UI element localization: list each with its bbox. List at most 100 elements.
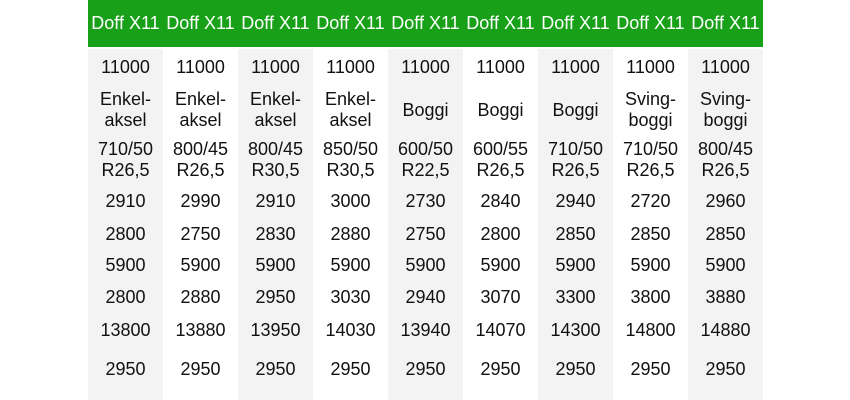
column-body: 11000 Boggi 710/50 R26,5 2940 2850 5900 … — [538, 49, 613, 400]
cell-axle-type: Boggi — [552, 99, 599, 120]
cell-value: 5900 — [705, 255, 746, 275]
cell-value: 14800 — [625, 319, 676, 340]
cell-value: 3800 — [630, 286, 671, 307]
column-header-label: Doff X11 — [166, 13, 235, 33]
cell-value: 3070 — [480, 286, 521, 307]
cell-tire-size: 600/50 R22,5 — [397, 139, 454, 180]
column-header-label: Doff X11 — [316, 13, 385, 33]
cell-value: 2850 — [705, 223, 746, 244]
cell-tire-size: 800/45 R26,5 — [697, 139, 754, 180]
column-body: 11000 Enkel- aksel 800/45 R30,5 2910 283… — [238, 49, 313, 400]
table-column: Doff X11 11000 Enkel- aksel 710/50 R26,5… — [88, 0, 163, 400]
cell-tire-size: 800/45 R30,5 — [247, 139, 304, 180]
cell-value: 5900 — [555, 255, 596, 275]
column-header-label: Doff X11 — [466, 13, 535, 33]
cell-value: 2850 — [555, 223, 596, 244]
cell-capacity: 11000 — [701, 56, 750, 77]
cell-value: 2850 — [630, 223, 671, 244]
cell-axle-type: Enkel- aksel — [174, 89, 227, 130]
cell-value: 2750 — [180, 223, 221, 244]
cell-value: 2910 — [105, 191, 146, 211]
cell-capacity: 11000 — [251, 56, 300, 77]
cell-value: 2730 — [405, 191, 446, 211]
cell-value: 2950 — [405, 358, 446, 379]
cell-axle-type: Boggi — [402, 99, 449, 120]
cell-axle-type: Sving- boggi — [699, 89, 752, 130]
cell-value: 5900 — [480, 255, 521, 275]
cell-value: 2950 — [705, 358, 746, 379]
cell-value: 5900 — [105, 255, 146, 275]
table-column: Doff X11 11000 Boggi 600/50 R22,5 2730 2… — [388, 0, 463, 400]
cell-value: 2840 — [480, 191, 521, 211]
cell-value: 2800 — [105, 286, 146, 307]
cell-tire-size: 710/50 R26,5 — [622, 139, 679, 180]
table-column: Doff X11 11000 Enkel- aksel 800/45 R30,5… — [238, 0, 313, 400]
column-header: Doff X11 — [313, 0, 388, 47]
cell-value: 2950 — [480, 358, 521, 379]
cell-value: 2800 — [480, 223, 521, 244]
cell-axle-type: Enkel- aksel — [324, 89, 377, 130]
cell-value: 13940 — [400, 319, 451, 340]
cell-value: 3880 — [705, 286, 746, 307]
column-header-label: Doff X11 — [91, 13, 160, 33]
column-header-label: Doff X11 — [691, 13, 760, 33]
cell-value: 5900 — [405, 255, 446, 275]
table-column: Doff X11 11000 Boggi 710/50 R26,5 2940 2… — [538, 0, 613, 400]
cell-value: 14070 — [475, 319, 526, 340]
cell-value: 2960 — [705, 191, 746, 211]
column-body: 11000 Sving- boggi 710/50 R26,5 2720 285… — [613, 49, 688, 400]
column-header: Doff X11 — [88, 0, 163, 47]
table-column: Doff X11 11000 Sving- boggi 800/45 R26,5… — [688, 0, 763, 400]
cell-value: 2990 — [180, 191, 221, 211]
cell-value: 2940 — [555, 191, 596, 211]
column-body: 11000 Sving- boggi 800/45 R26,5 2960 285… — [688, 49, 763, 400]
cell-value: 3300 — [555, 286, 596, 307]
cell-value: 2950 — [555, 358, 596, 379]
table-column: Doff X11 11000 Enkel- aksel 800/45 R26,5… — [163, 0, 238, 400]
table-column: Doff X11 11000 Sving- boggi 710/50 R26,5… — [613, 0, 688, 400]
cell-value: 2950 — [180, 358, 221, 379]
column-body: 11000 Boggi 600/50 R22,5 2730 2750 5900 … — [388, 49, 463, 400]
column-header: Doff X11 — [688, 0, 763, 47]
cell-value: 5900 — [630, 255, 671, 275]
cell-value: 2910 — [255, 191, 296, 211]
column-body: 11000 Enkel- aksel 850/50 R30,5 3000 288… — [313, 49, 388, 400]
column-header: Doff X11 — [463, 0, 538, 47]
column-header: Doff X11 — [388, 0, 463, 47]
cell-value: 14880 — [700, 319, 751, 340]
cell-value: 5900 — [330, 255, 371, 275]
cell-value: 13880 — [175, 319, 226, 340]
cell-value: 2950 — [105, 358, 146, 379]
cell-value: 2940 — [405, 286, 446, 307]
cell-capacity: 11000 — [176, 56, 225, 77]
column-body: 11000 Boggi 600/55 R26,5 2840 2800 5900 … — [463, 49, 538, 400]
cell-tire-size: 710/50 R26,5 — [547, 139, 604, 180]
cell-axle-type: Boggi — [477, 99, 524, 120]
column-header-label: Doff X11 — [241, 13, 310, 33]
cell-value: 5900 — [255, 255, 296, 275]
cell-value: 13800 — [100, 319, 151, 340]
cell-value: 2950 — [330, 358, 371, 379]
table-column: Doff X11 11000 Boggi 600/55 R26,5 2840 2… — [463, 0, 538, 400]
cell-value: 14300 — [550, 319, 601, 340]
cell-capacity: 11000 — [101, 56, 150, 77]
cell-capacity: 11000 — [326, 56, 375, 77]
column-header: Doff X11 — [613, 0, 688, 47]
cell-value: 2880 — [180, 286, 221, 307]
spec-table: Doff X11 11000 Enkel- aksel 710/50 R26,5… — [88, 0, 763, 400]
cell-value: 2720 — [630, 191, 671, 211]
table-column: Doff X11 11000 Enkel- aksel 850/50 R30,5… — [313, 0, 388, 400]
cell-tire-size: 800/45 R26,5 — [172, 139, 229, 180]
cell-value: 2800 — [105, 223, 146, 244]
column-header: Doff X11 — [238, 0, 313, 47]
column-header-label: Doff X11 — [391, 13, 460, 33]
cell-tire-size: 850/50 R30,5 — [322, 139, 379, 180]
column-header: Doff X11 — [538, 0, 613, 47]
cell-value: 2950 — [255, 286, 296, 307]
cell-tire-size: 710/50 R26,5 — [97, 139, 154, 180]
cell-axle-type: Sving- boggi — [624, 89, 677, 130]
column-body: 11000 Enkel- aksel 710/50 R26,5 2910 280… — [88, 49, 163, 400]
cell-value: 2950 — [630, 358, 671, 379]
cell-value: 2830 — [255, 223, 296, 244]
